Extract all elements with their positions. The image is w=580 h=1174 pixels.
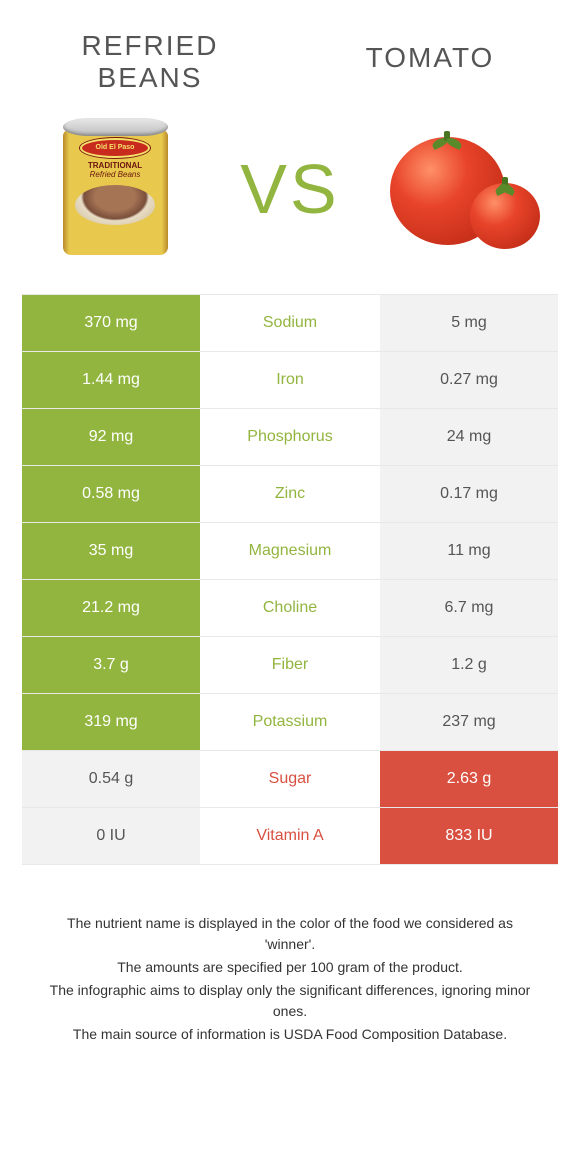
nutrient-name: Fiber (200, 637, 380, 693)
hero-row: Old El Paso TRADITIONAL Refried Beans VS (0, 104, 580, 294)
vs-label: VS (240, 149, 339, 229)
table-row: 3.7 gFiber1.2 g (22, 637, 558, 694)
right-value: 237 mg (380, 694, 558, 750)
table-row: 35 mgMagnesium11 mg (22, 523, 558, 580)
left-value: 1.44 mg (22, 352, 200, 408)
right-value: 11 mg (380, 523, 558, 579)
nutrient-name: Phosphorus (200, 409, 380, 465)
footnotes: The nutrient name is displayed in the co… (40, 913, 540, 1045)
nutrient-name: Potassium (200, 694, 380, 750)
left-food-title: REFRIED BEANS (50, 30, 250, 94)
right-value: 5 mg (380, 295, 558, 351)
left-value: 0.54 g (22, 751, 200, 807)
left-value: 319 mg (22, 694, 200, 750)
nutrient-name: Vitamin A (200, 808, 380, 864)
left-value: 21.2 mg (22, 580, 200, 636)
table-row: 21.2 mgCholine6.7 mg (22, 580, 558, 637)
right-food-title: TOMATO (330, 42, 530, 94)
table-row: 92 mgPhosphorus24 mg (22, 409, 558, 466)
right-value: 0.27 mg (380, 352, 558, 408)
nutrient-name: Sugar (200, 751, 380, 807)
refried-beans-can-icon: Old El Paso TRADITIONAL Refried Beans (63, 122, 168, 257)
right-food-image (390, 114, 540, 264)
table-row: 370 mgSodium5 mg (22, 295, 558, 352)
right-value: 1.2 g (380, 637, 558, 693)
left-value: 35 mg (22, 523, 200, 579)
left-value: 0 IU (22, 808, 200, 864)
table-row: 0.54 gSugar2.63 g (22, 751, 558, 808)
right-value: 24 mg (380, 409, 558, 465)
footnote-line: The infographic aims to display only the… (40, 980, 540, 1022)
left-value: 370 mg (22, 295, 200, 351)
table-row: 0 IUVitamin A833 IU (22, 808, 558, 865)
right-value: 6.7 mg (380, 580, 558, 636)
footnote-line: The main source of information is USDA F… (40, 1024, 540, 1045)
can-lid-icon (63, 118, 168, 136)
left-value: 3.7 g (22, 637, 200, 693)
comparison-table: 370 mgSodium5 mg1.44 mgIron0.27 mg92 mgP… (22, 294, 558, 865)
nutrient-name: Choline (200, 580, 380, 636)
right-value: 833 IU (380, 808, 558, 864)
table-row: 1.44 mgIron0.27 mg (22, 352, 558, 409)
nutrient-name: Zinc (200, 466, 380, 522)
right-value: 0.17 mg (380, 466, 558, 522)
can-line2: Refried Beans (63, 171, 168, 180)
table-row: 319 mgPotassium237 mg (22, 694, 558, 751)
table-row: 0.58 mgZinc0.17 mg (22, 466, 558, 523)
can-brand-label: Old El Paso (80, 138, 150, 158)
nutrient-name: Magnesium (200, 523, 380, 579)
header: REFRIED BEANS TOMATO (0, 0, 580, 104)
nutrient-name: Iron (200, 352, 380, 408)
left-food-image: Old El Paso TRADITIONAL Refried Beans (40, 114, 190, 264)
left-value: 0.58 mg (22, 466, 200, 522)
nutrient-name: Sodium (200, 295, 380, 351)
right-value: 2.63 g (380, 751, 558, 807)
footnote-line: The nutrient name is displayed in the co… (40, 913, 540, 955)
footnote-line: The amounts are specified per 100 gram o… (40, 957, 540, 978)
tomato-icon (390, 119, 540, 259)
left-value: 92 mg (22, 409, 200, 465)
can-bowl-icon (75, 185, 155, 225)
